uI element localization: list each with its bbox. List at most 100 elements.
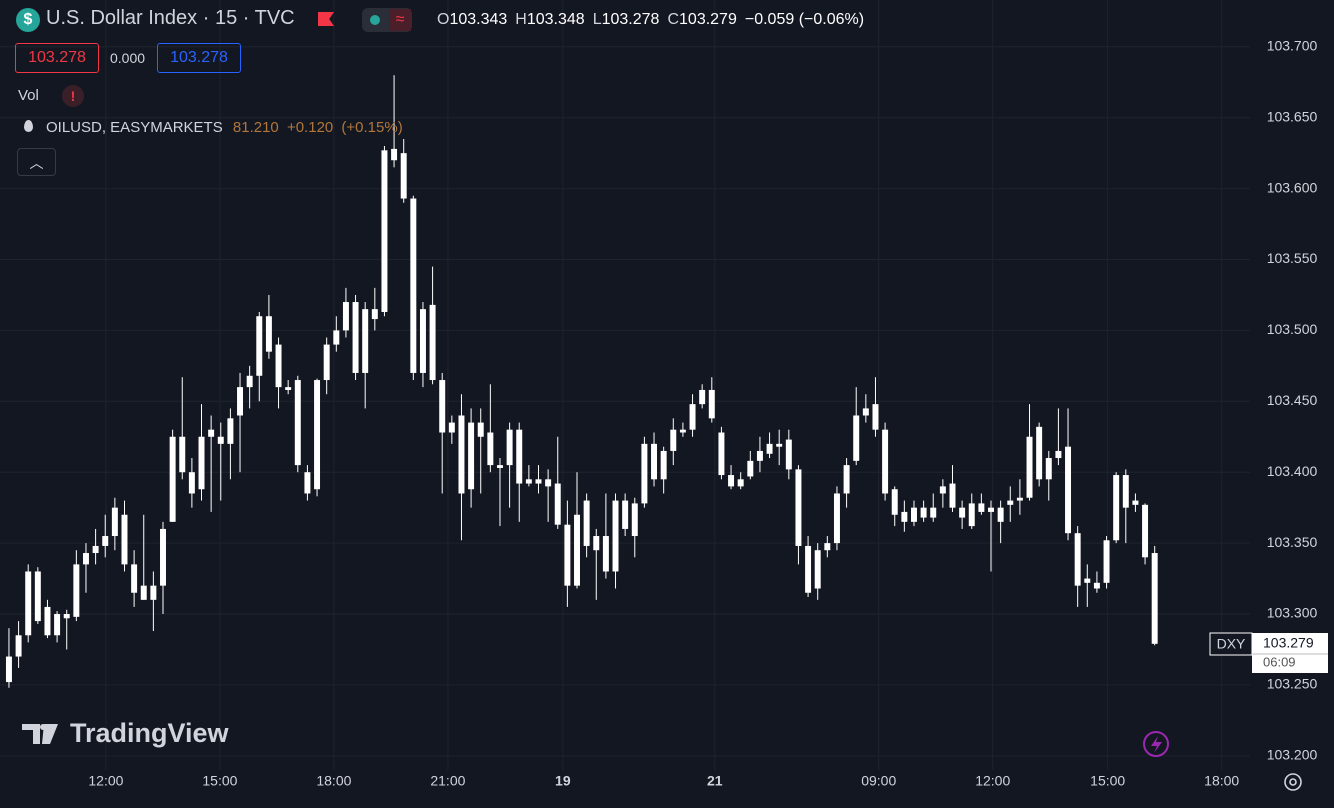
candle-body [766, 443, 773, 454]
candle-body [785, 439, 792, 470]
candle-body [333, 330, 340, 345]
settings-icon[interactable] [1284, 773, 1302, 791]
candle-body [381, 150, 388, 312]
collapse-button[interactable]: ︿ [17, 148, 56, 176]
ohlc-key: O [437, 11, 450, 28]
status-pill[interactable]: ≈ [362, 8, 412, 32]
candle-body [949, 483, 956, 508]
candle-body [1045, 458, 1052, 480]
candle-body [188, 472, 195, 494]
ohlc-item: H103.348 [515, 11, 584, 28]
candle-body [150, 585, 157, 600]
candle-body [651, 443, 658, 480]
candle-body [208, 429, 215, 437]
candle-body [448, 422, 455, 433]
candle-body [496, 465, 503, 468]
candle-body [54, 614, 61, 636]
status-wave: ≈ [389, 9, 411, 31]
price-tag [1252, 633, 1328, 673]
candle-body [1074, 533, 1081, 586]
candle-body [82, 553, 89, 565]
ohlc-key: C [667, 11, 680, 28]
candle-body [73, 564, 80, 617]
candle-body [805, 545, 812, 593]
candle-body [160, 528, 166, 586]
candle-body [140, 585, 147, 600]
y-tick-label: 103.650 [1267, 108, 1318, 124]
candle-body [814, 550, 821, 589]
candle-body [1084, 578, 1091, 583]
candle-body [853, 415, 860, 461]
spread: 0.000 [110, 50, 146, 66]
candle-body [728, 475, 735, 487]
candle-body [217, 436, 224, 444]
candle-body [323, 344, 330, 381]
candle-body [1151, 553, 1158, 644]
candle-body [631, 503, 638, 537]
candle-body [285, 387, 292, 390]
candle-body [487, 432, 494, 466]
overlay-legend: OILUSD, EASYMARKETS 81.210 +0.120 (+0.15… [46, 119, 403, 136]
candle-body [670, 429, 677, 451]
candle-body [1026, 436, 1033, 498]
candle-body [795, 469, 802, 546]
x-tick-label: 12:00 [975, 773, 1010, 789]
x-tick-label: 19 [555, 773, 571, 789]
candle-body [910, 507, 917, 522]
candle-body [718, 432, 725, 476]
y-tick-label: 103.400 [1267, 463, 1318, 479]
price-tag-countdown: 06:09 [1263, 654, 1296, 669]
ohlc-item: L103.278 [593, 11, 660, 28]
candle-body [429, 304, 436, 381]
candle-body [275, 344, 282, 388]
candle-body [294, 380, 301, 466]
candle-body [583, 500, 590, 546]
vol-alert[interactable]: ! [62, 85, 84, 107]
y-tick-label: 103.450 [1267, 392, 1318, 408]
candle-body [689, 404, 696, 430]
bid-badge[interactable]: 103.278 [15, 43, 99, 73]
logo-mark [22, 724, 58, 744]
candle-body [612, 500, 619, 572]
candle-body [516, 429, 523, 484]
candle-body [901, 511, 908, 522]
overlay-price: 81.210 [232, 119, 279, 136]
x-tick-label: 18:00 [1204, 773, 1239, 789]
symbol-title: U.S. Dollar Index · 15 · TVC [46, 7, 295, 29]
candle-body [959, 507, 966, 518]
y-tick-label: 103.700 [1267, 37, 1318, 53]
ask-badge[interactable]: 103.278 [157, 43, 241, 73]
flag-icon[interactable] [318, 12, 334, 26]
candle-body [1036, 426, 1043, 480]
candle-body [1055, 450, 1062, 459]
y-tick-label: 103.250 [1267, 676, 1318, 692]
candle-body [574, 514, 580, 586]
candle-body [237, 387, 244, 416]
symbol-tag-text: DXY [1217, 636, 1246, 652]
candle-body [25, 571, 32, 636]
candle-body [1132, 500, 1139, 505]
y-tick-label: 103.500 [1267, 321, 1318, 337]
lightning-bolt [1151, 736, 1162, 753]
candle-body [5, 656, 12, 683]
lightning-icon[interactable] [1143, 731, 1169, 757]
candle-body [660, 450, 667, 480]
x-tick-label: 12:00 [88, 773, 123, 789]
candle-body [679, 429, 686, 433]
ohlc-key: L [592, 11, 602, 28]
candle-body [843, 465, 850, 494]
candle-body [564, 524, 571, 586]
status-dot [370, 15, 380, 25]
candle-body [352, 302, 359, 373]
logo-dot [40, 724, 46, 730]
candle-body [833, 493, 840, 544]
candle-body [468, 422, 475, 490]
candle-body [63, 614, 70, 619]
candle-body [265, 316, 272, 352]
logo-text: TradingView [70, 718, 230, 748]
candle-body [198, 436, 205, 490]
candle-body [458, 415, 465, 494]
candle-body [978, 503, 985, 512]
